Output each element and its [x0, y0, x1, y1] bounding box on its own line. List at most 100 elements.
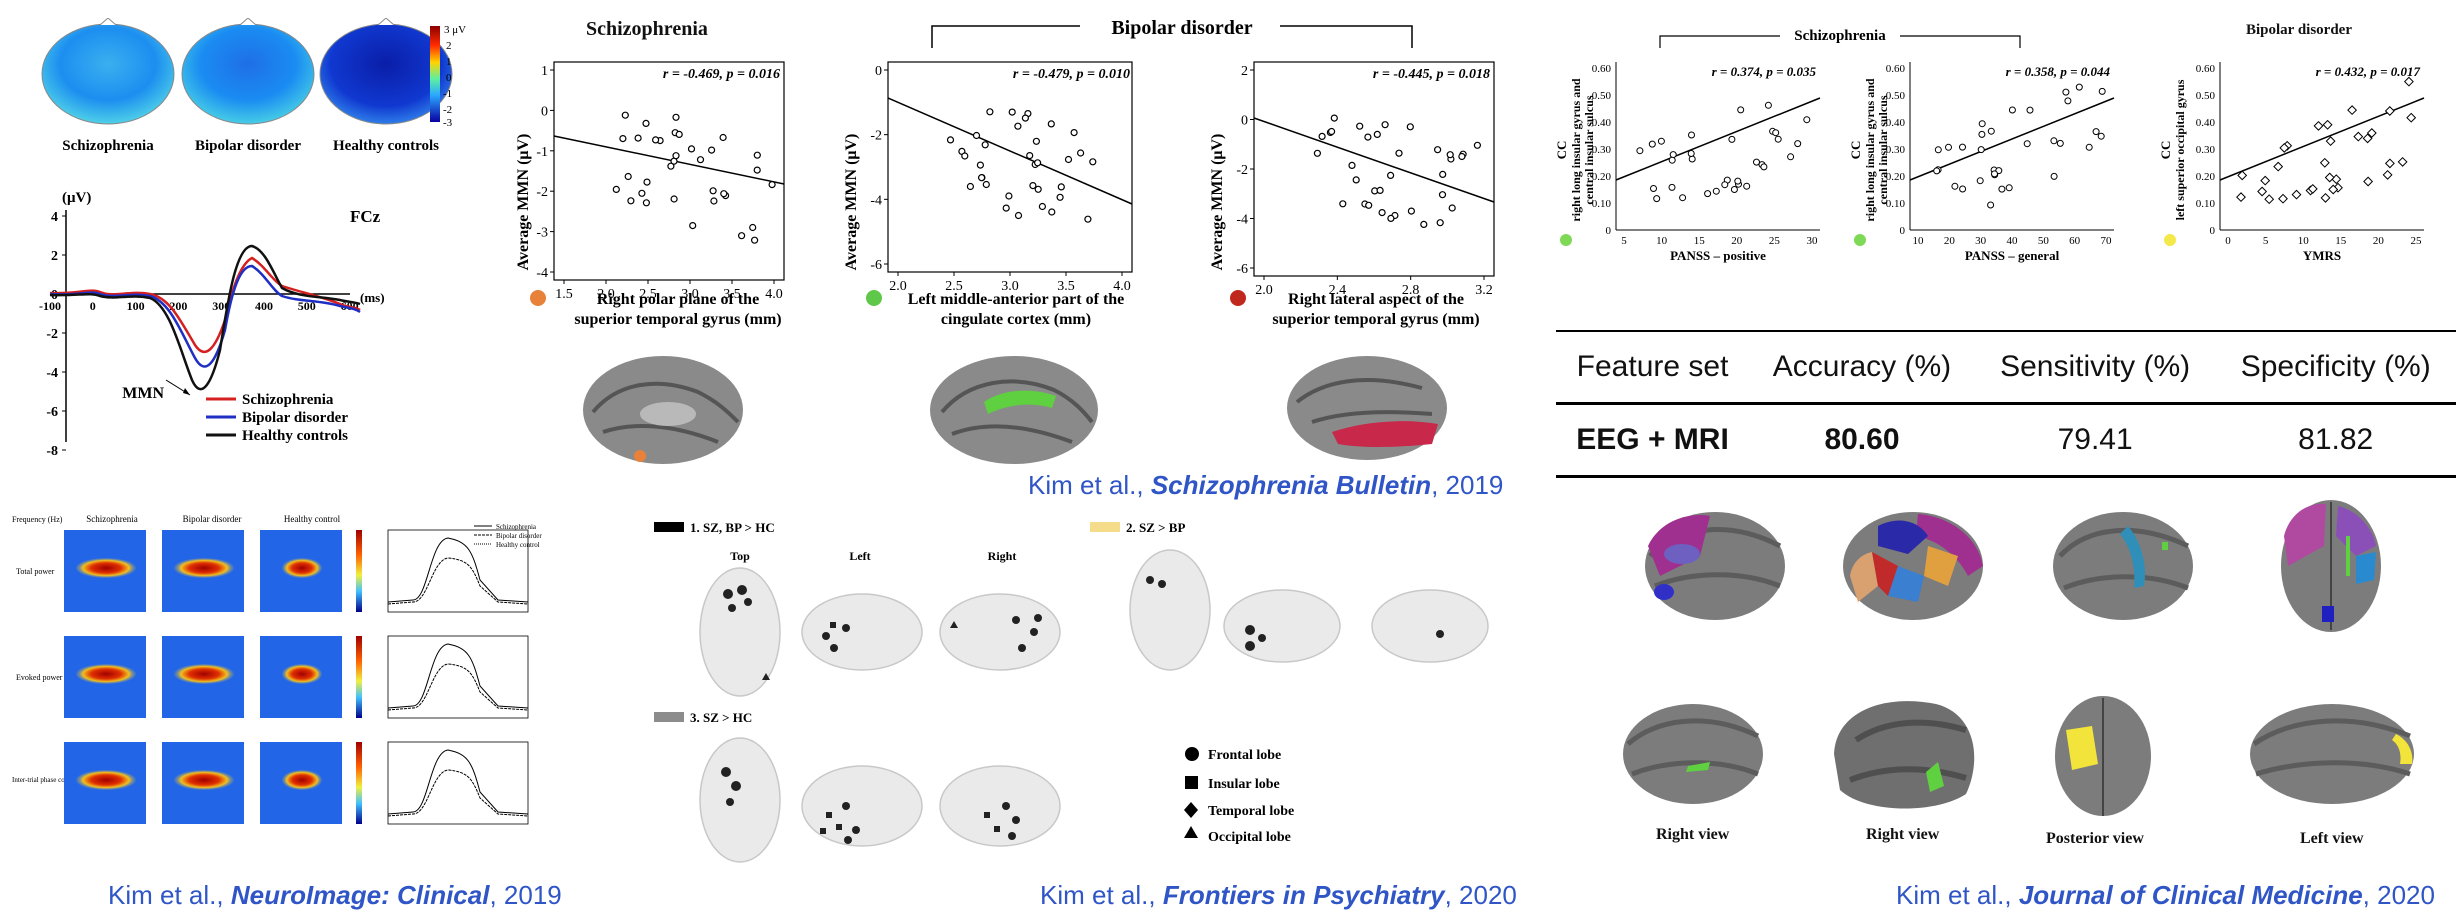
- cc-point: [1650, 185, 1657, 192]
- erp-legend-hc: Healthy controls: [242, 428, 348, 444]
- cc-point: [2008, 106, 2016, 114]
- cc-ytick: 0.30: [1592, 144, 1612, 156]
- cc-regression-line: [1615, 97, 1821, 181]
- cc-point: [2363, 176, 2374, 187]
- mmn-xtick: 2.0: [597, 287, 615, 302]
- mmn-point: [1057, 183, 1065, 191]
- cc-point: [1933, 167, 1941, 175]
- cc-point: [2406, 112, 2417, 123]
- mmn-point: [1373, 130, 1381, 139]
- cc-ytick: 0.60: [1592, 63, 1612, 75]
- citation-szbulletin: Kim et al., Schizophrenia Bulletin, 2019: [1028, 470, 1503, 501]
- mmn-point: [1352, 176, 1360, 184]
- colorbar-unit: 3 μV: [444, 24, 466, 36]
- cc-title-bp: Bipolar disorder: [2246, 22, 2352, 38]
- cc-ytick: 0: [1606, 225, 1612, 237]
- cc-legend-dot: [2164, 234, 2176, 246]
- mmn-point: [687, 145, 696, 153]
- mmn-ytick: -4: [870, 193, 882, 208]
- mmn-xlabel2-3: superior temporal gyrus (mm): [1272, 311, 1479, 328]
- mmn-ytick: 2: [1241, 64, 1248, 79]
- mmn-xtick: 3.0: [1001, 279, 1019, 294]
- mmn-point: [768, 181, 776, 189]
- cc-point: [1977, 146, 1985, 154]
- lobe-legend: Frontal lobe Insular lobe Temporal lobe …: [1184, 747, 1294, 845]
- glass-brain-figure: 1. SZ, BP > HC 2. SZ > BP 3. SZ > HC Top…: [654, 520, 1489, 863]
- mmn-point: [1406, 123, 1414, 131]
- mmn-point: [652, 136, 660, 144]
- ersp-blob: [174, 558, 234, 578]
- cc-xtick: 0: [2225, 235, 2231, 247]
- cc-scatter-1: CC right long insular gyrus and central in…: [1554, 62, 1821, 263]
- cc-ytick: 0.20: [1592, 171, 1612, 183]
- colorbar-tick: -2: [443, 104, 452, 116]
- cc-point: [2353, 131, 2364, 142]
- citation-jcm: Kim et al., Journal of Clinical Medicine…: [1896, 880, 2435, 911]
- topo-label-hc: Healthy controls: [333, 138, 439, 154]
- cc-ylabel-sub2: central insular sulcus: [1876, 95, 1890, 204]
- glass-top-3: [699, 737, 781, 863]
- cc-ytick: 0: [1900, 225, 1906, 237]
- mmn-point: [1064, 155, 1073, 164]
- legend-dot-green: [866, 290, 882, 306]
- cc-point: [1668, 156, 1676, 164]
- cc-point: [2307, 183, 2318, 194]
- cc-xtick: 40: [2007, 235, 2019, 247]
- mmn-point: [642, 119, 650, 128]
- mmn-point: [1318, 132, 1326, 141]
- cc-xtick: 20: [1731, 235, 1743, 247]
- mmn-point: [978, 174, 986, 182]
- ersp-colorbar: [356, 530, 362, 612]
- mmn-point: [1084, 215, 1092, 223]
- mmn-point: [708, 146, 716, 154]
- mmn-ytick: -4: [1236, 213, 1248, 228]
- topo-maps: Schizophrenia Bipolar disorder Healthy c…: [41, 18, 453, 154]
- cc-point: [1653, 195, 1661, 203]
- cc-xtick: 60: [2069, 235, 2081, 247]
- ersp-blob: [76, 770, 136, 790]
- brain-medial-2: [930, 356, 1098, 464]
- th-specificity: Specificity (%): [2215, 330, 2456, 405]
- glass-left-3: [801, 765, 923, 847]
- cc-point: [1728, 135, 1736, 143]
- td-sensitivity: 79.41: [1974, 403, 2216, 478]
- cc-ytick: 0.30: [2196, 144, 2216, 156]
- cortex-top-4: [2281, 500, 2381, 632]
- mmn-ytick: -3: [536, 226, 548, 241]
- cc-point: [2322, 119, 2333, 130]
- cc-ylabel-sub1: left superior occipital gyrus: [2173, 79, 2187, 220]
- mmn-point: [1420, 220, 1428, 228]
- cc-stat: r = 0.374, p = 0.035: [1712, 64, 1817, 79]
- mmn-point: [982, 180, 990, 189]
- brain-medial-1: [583, 356, 743, 464]
- cc-point: [1760, 163, 1768, 171]
- ersp-line-bp: [387, 769, 529, 817]
- cc-point: [1737, 106, 1745, 114]
- mmn-point: [1034, 159, 1042, 167]
- cc-point: [2291, 189, 2302, 200]
- mmn-point: [981, 141, 989, 149]
- cc-xtick: 25: [2411, 235, 2423, 247]
- mmn-ytick: -2: [536, 185, 548, 200]
- mmn-point: [696, 156, 705, 164]
- lobe-temporal: Temporal lobe: [1208, 804, 1294, 819]
- cc-xlabel: PANSS – general: [1965, 248, 2060, 263]
- mmn-xlabel1-2: Left middle-anterior part of the: [908, 291, 1125, 308]
- mmn-point: [1364, 133, 1372, 141]
- mmn-xtick: 3.5: [723, 287, 741, 302]
- cc-stat: r = 0.432, p = 0.017: [2316, 64, 2421, 79]
- mmn-ytick: -1: [536, 145, 548, 160]
- cite-authors: Kim et al.,: [1896, 880, 2019, 910]
- cc-point: [2382, 169, 2393, 180]
- mmn-point: [1008, 108, 1016, 116]
- cc-xtick: 10: [1656, 235, 1668, 247]
- view-left: Left: [849, 549, 870, 563]
- mmn-xtick: 1.5: [555, 287, 573, 302]
- cc-point: [2319, 157, 2330, 168]
- mmn-point: [634, 134, 642, 142]
- mmn-point: [1395, 149, 1403, 157]
- mmn-point: [1376, 186, 1384, 194]
- mmn-point: [670, 195, 678, 203]
- ersp-line-bp: [387, 557, 529, 605]
- cc-point: [2347, 105, 2358, 116]
